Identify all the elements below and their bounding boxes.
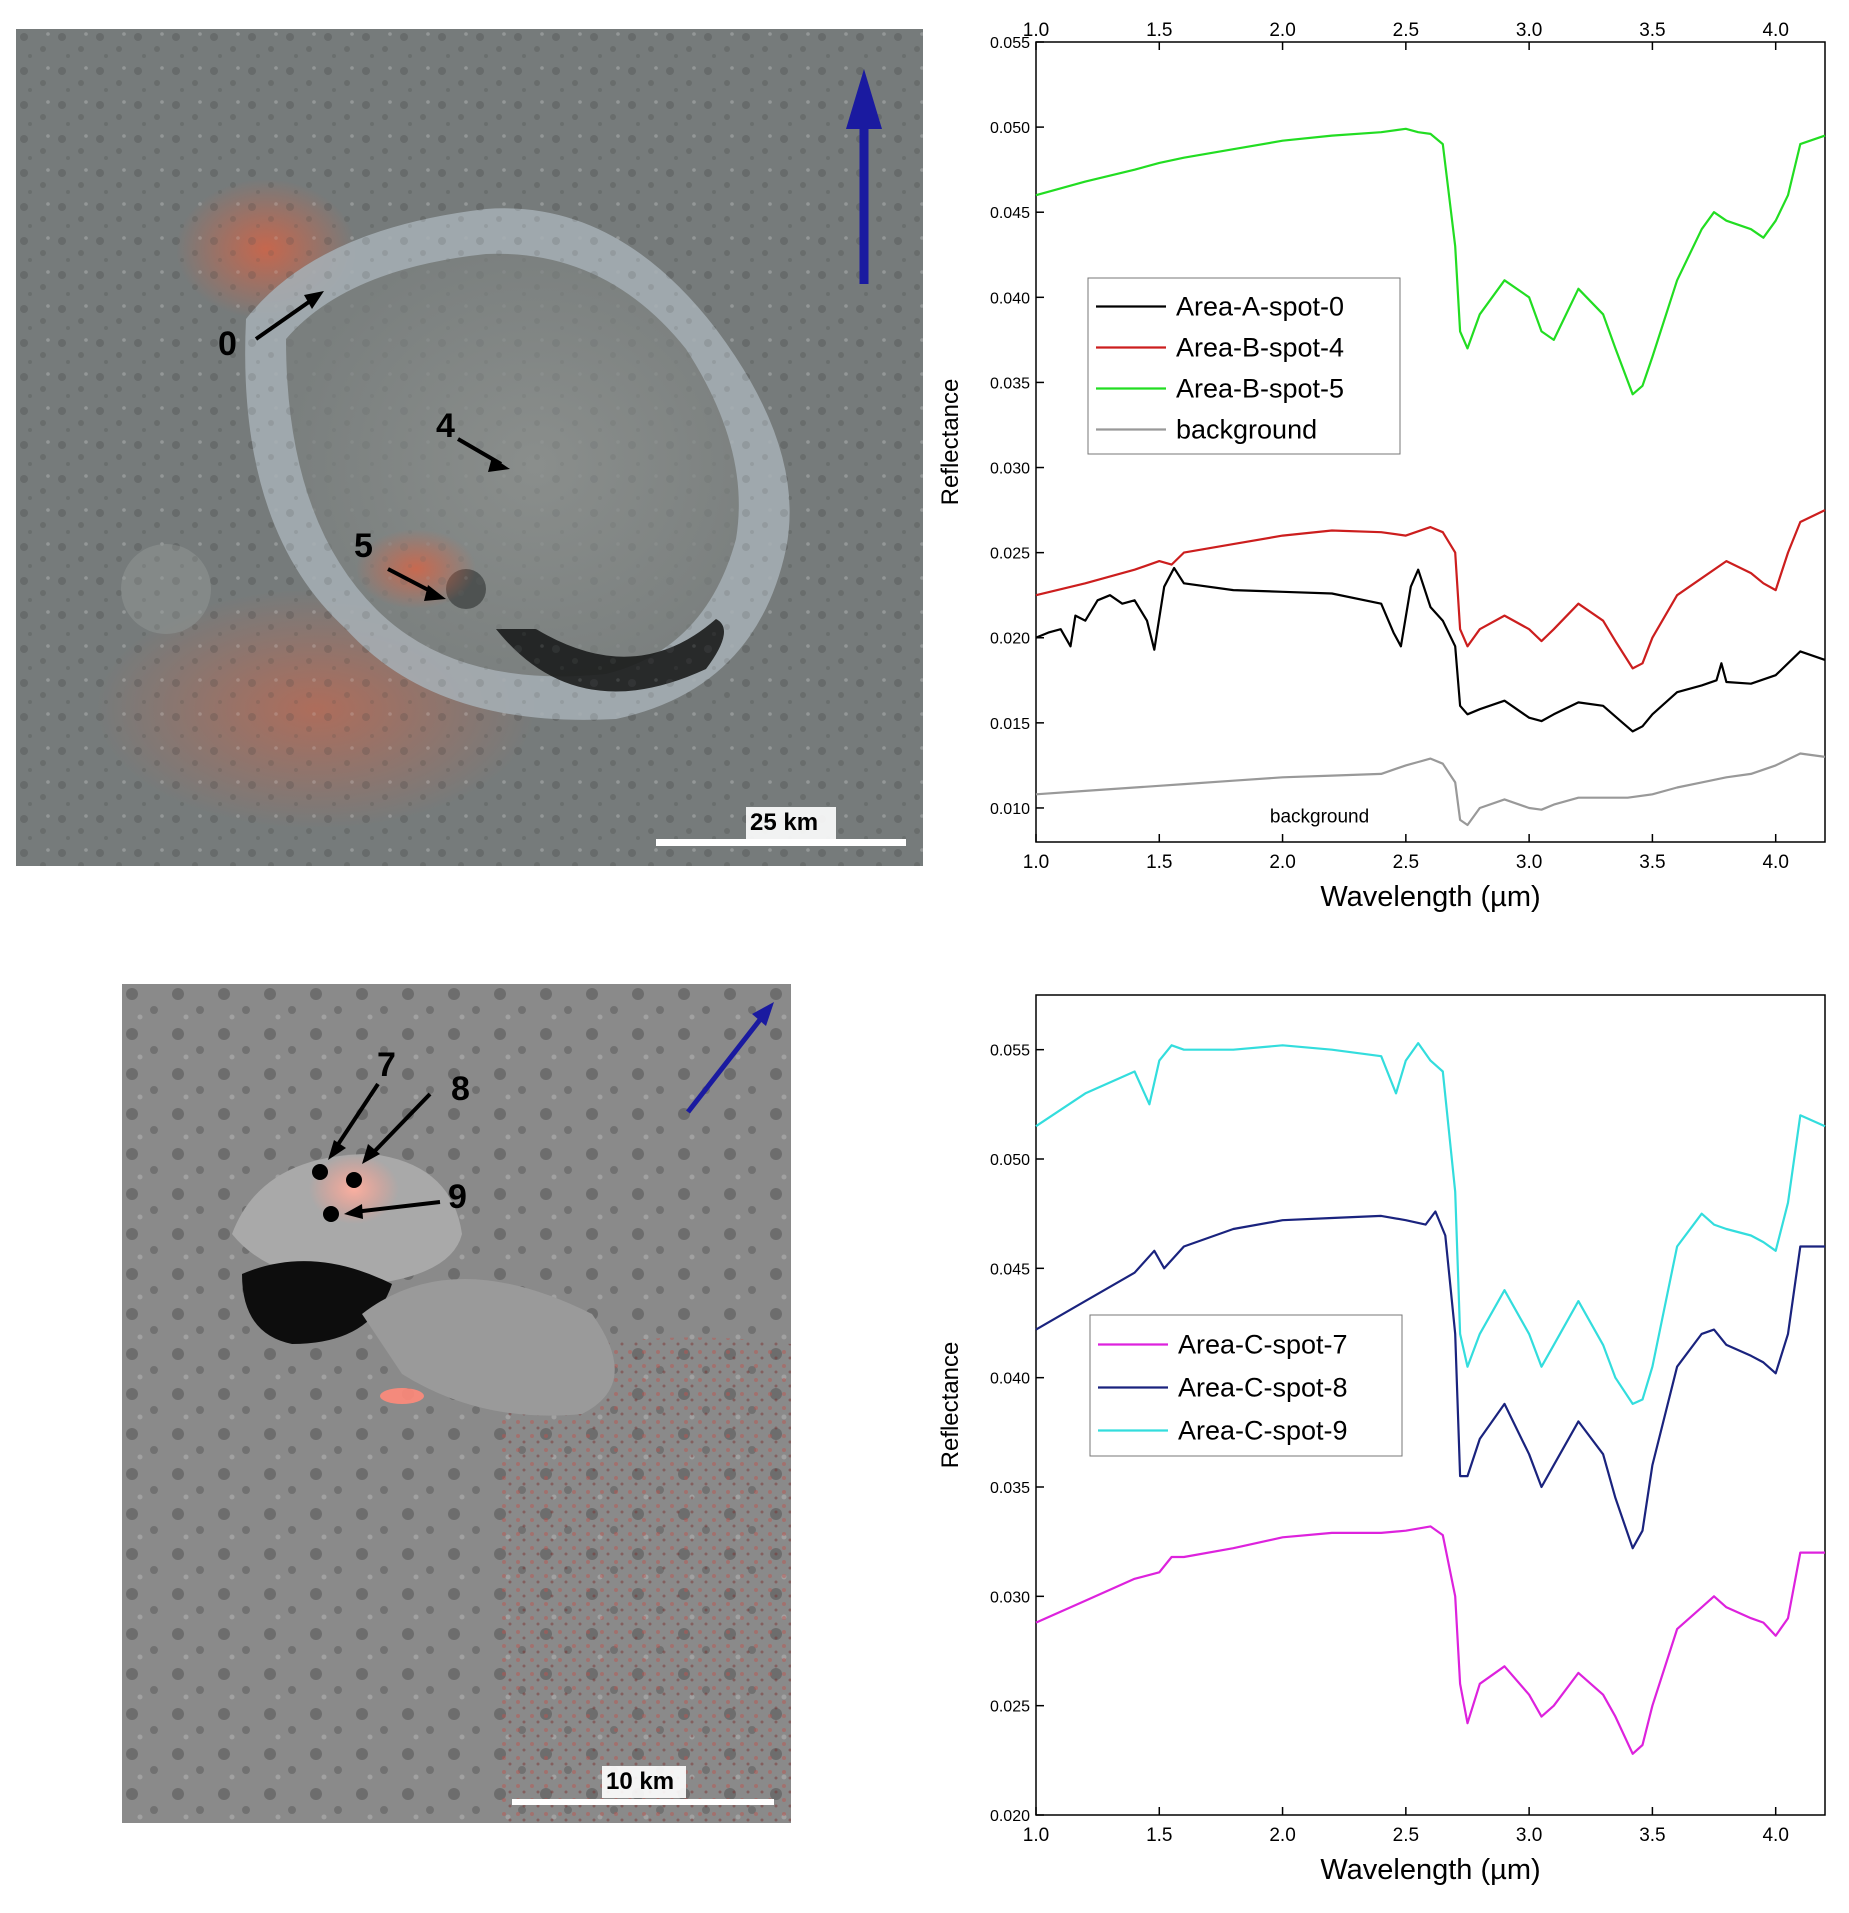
legend-label: Area-B-spot-5: [1176, 374, 1344, 404]
x-tick-label: 2.5: [1393, 852, 1419, 873]
spot-dot-8: [346, 1172, 362, 1188]
legend-label: background: [1176, 415, 1317, 445]
spot-arrow-9: [344, 1200, 441, 1219]
y-tick-label: 0.045: [990, 1261, 1030, 1278]
spot-arrow-5: [387, 567, 446, 601]
y-tick-label: 0.030: [990, 1589, 1030, 1606]
y-tick-label: 0.055: [990, 35, 1030, 52]
x-top-tick-label: 2.0: [1269, 20, 1295, 41]
spot-label-9: 9: [448, 1178, 467, 1216]
x-tick-label: 4.0: [1762, 852, 1788, 873]
x-tick-label: 2.0: [1269, 1825, 1295, 1846]
x-top-tick-label: 1.5: [1146, 20, 1172, 41]
spectra-chart-area-ab-svg: 1.0 1.5 2.0 2.5 3.0 3.5 4.0 1.0 1.5 2.0 2.5 3.0 3.5 4…: [937, 20, 1826, 913]
y-tick-label: 0.035: [990, 375, 1030, 392]
spectra-chart-area-ab: 1.0 1.5 2.0 2.5 3.0 3.5 4.0 1.0 1.5 2.0 2.5 3.0 3.5 4…: [920, 0, 1849, 950]
y-axis-label: Reflectance: [937, 379, 964, 506]
x-top-tick-label: 4.0: [1762, 20, 1788, 41]
x-tick-label: 3.0: [1516, 1825, 1542, 1846]
x-tick-label: 3.5: [1639, 852, 1665, 873]
x-top-tick-label: 1.0: [1023, 20, 1049, 41]
y-tick-label: 0.045: [990, 205, 1030, 222]
x-tick-label: 3.0: [1516, 852, 1542, 873]
x-tick-label: 2.5: [1393, 1825, 1419, 1846]
spot-arrow-4: [456, 437, 510, 472]
crater-image-area-c: 7 8 9 10 km: [122, 984, 791, 1823]
y-tick-label: 0.050: [990, 1152, 1030, 1169]
plot-frame-0: [1035, 41, 1826, 843]
y-tick-label: 0.030: [990, 461, 1030, 478]
spot-label-8: 8: [451, 1070, 470, 1108]
series-line-area-a-spot-0: [1035, 566, 1826, 733]
spectra-chart-area-c: 1.0 1.5 2.0 2.5 3.0 3.5 4.0 0.020 0.025 0.030 0.03…: [920, 955, 1849, 1908]
spectra-chart-area-c-svg: 1.0 1.5 2.0 2.5 3.0 3.5 4.0 0.020 0.025 0.030 0.03…: [937, 994, 1826, 1886]
y-tick-label: 0.040: [990, 1371, 1030, 1388]
scale-label-c: 10 km: [606, 1768, 675, 1795]
y-tick-label: 0.025: [990, 546, 1030, 563]
background-annotation: background: [1270, 806, 1369, 827]
plot-frame-1: [1035, 994, 1826, 1816]
y-tick-label: 0.020: [990, 631, 1030, 648]
north-arrow-a: [846, 69, 882, 284]
x-axis-label: Wavelength (µm): [1320, 1854, 1540, 1886]
y-tick-label: 0.025: [990, 1699, 1030, 1716]
y-tick-label: 0.035: [990, 1480, 1030, 1497]
legend-label: Area-C-spot-8: [1178, 1373, 1348, 1403]
x-tick-label: 2.0: [1269, 852, 1295, 873]
x-tick-label: 1.5: [1146, 1825, 1172, 1846]
scale-bar-a: [656, 839, 906, 846]
y-tick-label: 0.040: [990, 290, 1030, 307]
series-line-background: [1035, 752, 1826, 827]
legend-label: Area-C-spot-9: [1178, 1416, 1348, 1446]
y-tick-label: 0.010: [990, 801, 1030, 818]
y-tick-label: 0.055: [990, 1043, 1030, 1060]
legend-label: Area-C-spot-7: [1178, 1330, 1348, 1360]
spot-dot-7: [312, 1164, 328, 1180]
x-top-tick-label: 3.0: [1516, 20, 1542, 41]
x-top-tick-label: 3.5: [1639, 20, 1665, 41]
spot-label-7: 7: [377, 1046, 396, 1084]
x-top-tick-label: 2.5: [1393, 20, 1419, 41]
scale-bar-c: [512, 1799, 774, 1805]
scale-label-a: 25 km: [750, 809, 819, 836]
legend-box: [1089, 1314, 1403, 1457]
series-line-area-b-spot-4: [1035, 509, 1826, 670]
x-tick-label: 1.0: [1023, 1825, 1049, 1846]
series-line-area-c-spot-7: [1035, 1525, 1825, 1755]
crater-image-area-ab: 0 4 5 25 km: [16, 29, 923, 866]
spot-dot-9: [323, 1206, 339, 1222]
spot-arrow-7: [328, 1082, 380, 1160]
crater-image-area-ab-svg: [16, 29, 923, 866]
spot-arrow-0: [254, 291, 324, 341]
series-line-area-b-spot-5: [1035, 127, 1826, 396]
x-axis-label: Wavelength (µm): [1320, 881, 1540, 913]
x-tick-label: 1.0: [1023, 852, 1049, 873]
spot-arrow-8: [362, 1092, 432, 1164]
legend-label: Area-B-spot-4: [1176, 333, 1344, 363]
crater-image-area-c-svg: [122, 984, 791, 1823]
y-tick-label: 0.050: [990, 120, 1030, 137]
spot-label-5: 5: [354, 527, 373, 565]
x-tick-label: 4.0: [1762, 1825, 1788, 1846]
y-axis-label: Reflectance: [937, 1342, 964, 1469]
x-tick-label: 3.5: [1639, 1825, 1665, 1846]
y-tick-label: 0.015: [990, 716, 1030, 733]
north-arrow-c: [686, 1002, 774, 1114]
spot-label-0: 0: [218, 325, 237, 363]
x-tick-label: 1.5: [1146, 852, 1172, 873]
legend-label: Area-A-spot-0: [1176, 292, 1344, 322]
series-line-area-c-spot-9: [1035, 1042, 1826, 1405]
series-line-area-c-spot-8: [1035, 1210, 1825, 1550]
spot-label-4: 4: [436, 407, 455, 445]
y-tick-label: 0.020: [990, 1808, 1030, 1825]
